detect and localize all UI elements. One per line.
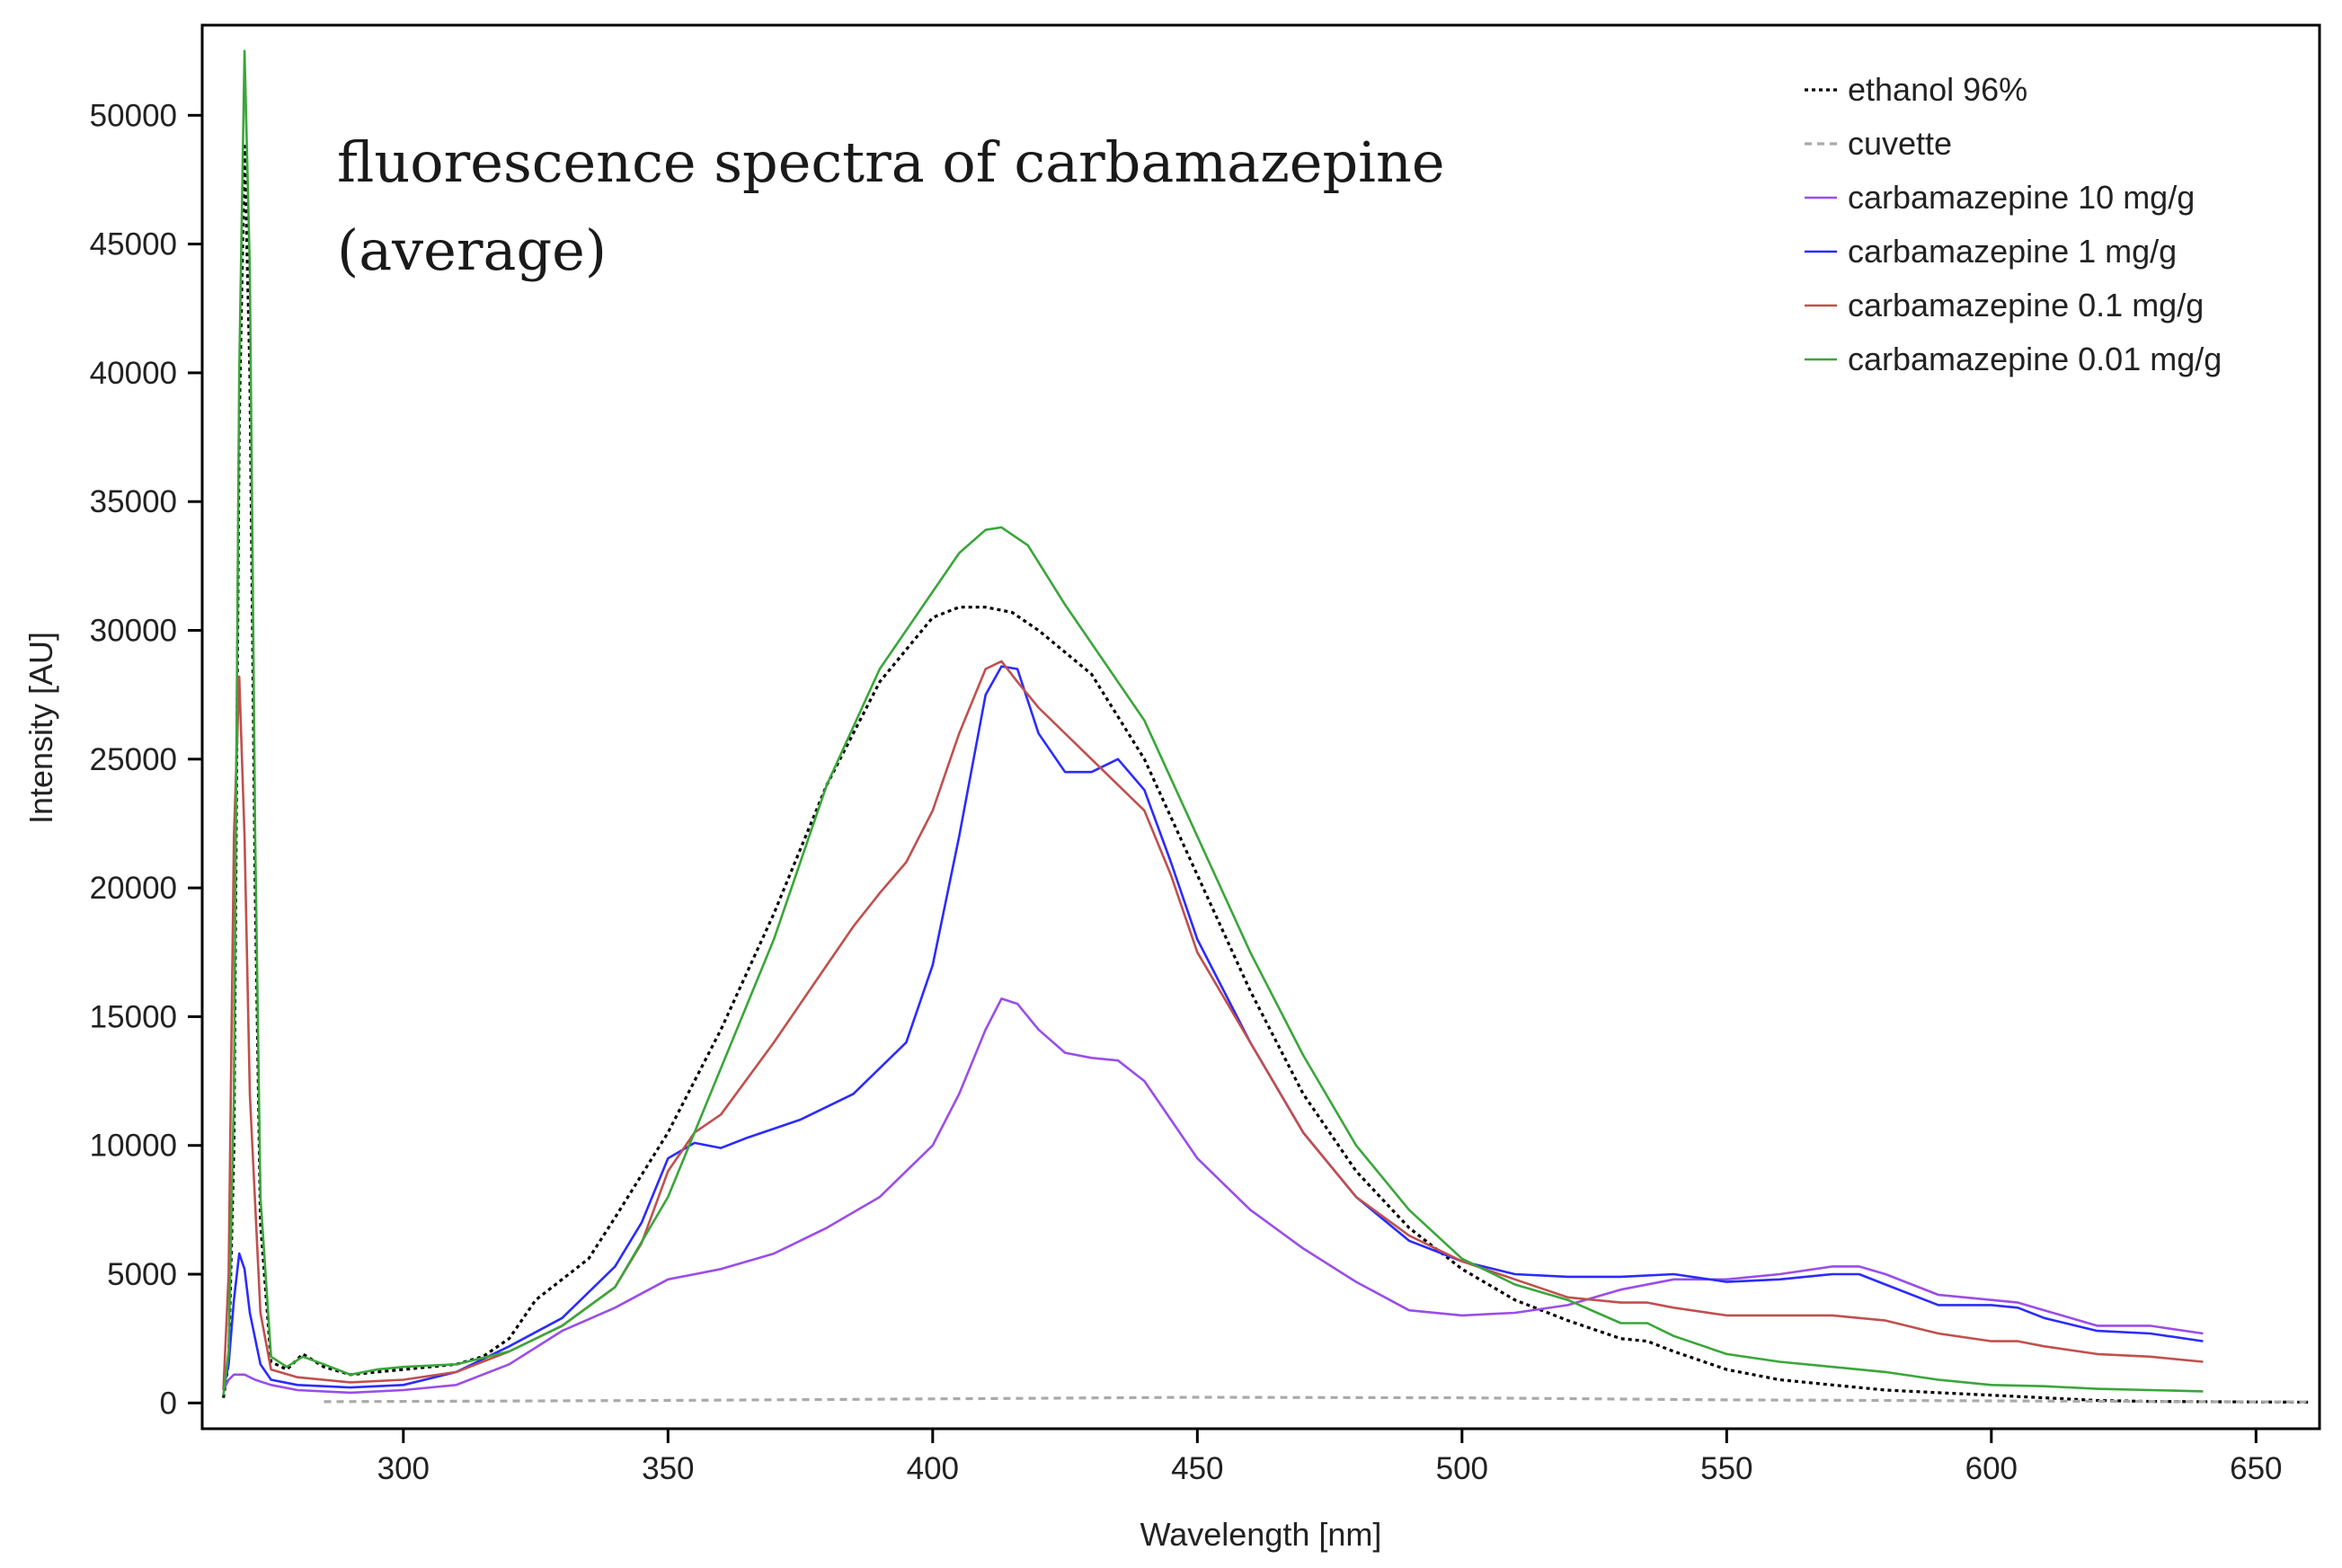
x-axis-title: Wavelength [nm]: [1140, 1516, 1382, 1553]
y-tick-label: 15000: [90, 999, 177, 1034]
series-line-4: [222, 660, 2204, 1391]
x-tick-label: 350: [642, 1451, 694, 1486]
y-tick-label: 20000: [90, 871, 177, 906]
legend-label-2: carbamazepine 10 mg/g: [1848, 179, 2195, 216]
series-line-5: [222, 49, 2204, 1395]
legend-label-4: carbamazepine 0.1 mg/g: [1848, 287, 2204, 323]
y-tick-label: 10000: [90, 1129, 177, 1164]
series-line-3: [222, 665, 2204, 1391]
x-tick-label: 550: [1700, 1451, 1752, 1486]
y-tick-label: 35000: [90, 484, 177, 519]
legend: ethanol 96% cuvette carbamazepine 10 mg/g c…: [1805, 71, 2222, 377]
y-tick-label: 50000: [90, 98, 177, 133]
x-axis-ticks: 300 350 400 450 500 550 600 650: [377, 1429, 2283, 1486]
chart-subtitle: (average): [337, 217, 607, 283]
y-tick-label: 5000: [107, 1257, 177, 1292]
y-tick-label: 40000: [90, 356, 177, 391]
legend-label-1: cuvette: [1848, 125, 1952, 162]
x-tick-label: 450: [1171, 1451, 1223, 1486]
y-axis-title: Intensity [AU]: [22, 632, 59, 824]
x-tick-label: 400: [907, 1451, 959, 1486]
legend-label-3: carbamazepine 1 mg/g: [1848, 233, 2177, 270]
series-line-0: [222, 145, 2310, 1404]
x-tick-label: 300: [377, 1451, 430, 1486]
y-tick-label: 25000: [90, 742, 177, 777]
x-tick-label: 600: [1965, 1451, 2018, 1486]
x-tick-label: 650: [2230, 1451, 2282, 1486]
legend-label-5: carbamazepine 0.01 mg/g: [1848, 341, 2222, 377]
series-line-2: [222, 997, 2204, 1395]
y-tick-label: 0: [160, 1386, 177, 1421]
x-tick-label: 500: [1436, 1451, 1488, 1486]
y-tick-label: 45000: [90, 227, 177, 262]
legend-label-0: ethanol 96%: [1848, 71, 2027, 108]
chart-title: fluorescence spectra of carbamazepine: [337, 129, 1445, 195]
y-tick-label: 30000: [90, 614, 177, 649]
plot-area-frame: [200, 23, 2321, 1431]
series-layer: [222, 49, 2310, 1404]
series-line-1: [324, 1395, 2310, 1404]
y-axis-ticks: 0 5000 10000 15000 20000 25000 30000 35000 40000…: [90, 98, 202, 1421]
